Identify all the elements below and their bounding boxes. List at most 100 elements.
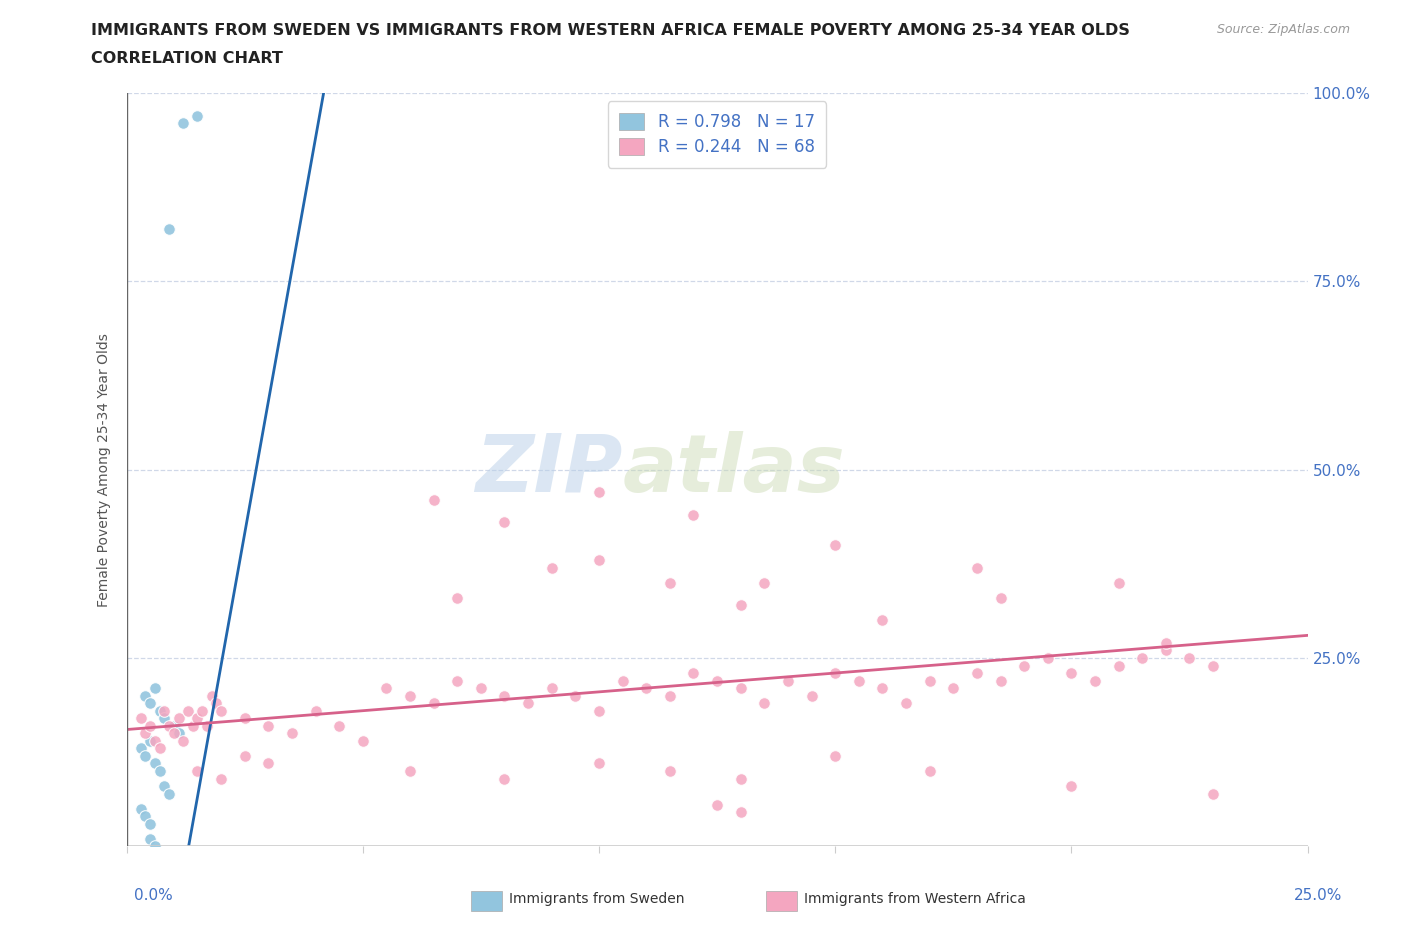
Point <box>233 711 256 725</box>
Point <box>328 718 350 733</box>
Point <box>588 703 610 718</box>
Point <box>1084 673 1107 688</box>
Point <box>399 688 422 703</box>
Point <box>636 681 658 696</box>
Point <box>706 797 728 812</box>
Point <box>824 538 846 552</box>
Point <box>200 688 222 703</box>
Point <box>352 734 374 749</box>
Point <box>257 718 280 733</box>
Point <box>157 786 180 801</box>
Point <box>167 711 190 725</box>
Point <box>494 515 516 530</box>
Point <box>470 681 492 696</box>
Point <box>186 108 208 123</box>
Point <box>139 696 162 711</box>
Point <box>730 771 752 786</box>
Point <box>966 560 988 575</box>
Point <box>1154 643 1177 658</box>
Text: 0.0%: 0.0% <box>134 888 173 903</box>
Point <box>1154 635 1177 650</box>
Point <box>209 703 232 718</box>
Point <box>422 696 444 711</box>
Point <box>800 688 823 703</box>
Point <box>1130 651 1153 666</box>
Point <box>658 764 681 778</box>
Point <box>658 688 681 703</box>
Point <box>139 831 162 846</box>
Point <box>540 560 562 575</box>
Point <box>682 666 704 681</box>
Point <box>942 681 965 696</box>
Text: 25.0%: 25.0% <box>1295 888 1343 903</box>
Point <box>157 221 180 236</box>
Point <box>966 666 988 681</box>
Point <box>134 688 156 703</box>
Point <box>872 681 894 696</box>
Point <box>186 764 208 778</box>
Point <box>153 703 176 718</box>
Point <box>1202 658 1225 673</box>
Point <box>446 673 468 688</box>
Point <box>730 805 752 820</box>
Point <box>990 673 1012 688</box>
Point <box>1012 658 1035 673</box>
Point <box>134 749 156 764</box>
Point <box>494 688 516 703</box>
Point <box>149 854 172 869</box>
Point <box>422 492 444 507</box>
Point <box>517 696 540 711</box>
Point <box>149 764 172 778</box>
Point <box>143 681 166 696</box>
Point <box>588 485 610 499</box>
Point <box>682 508 704 523</box>
Point <box>1202 786 1225 801</box>
Point <box>304 703 326 718</box>
Point <box>399 764 422 778</box>
Point <box>191 703 214 718</box>
Point <box>375 681 398 696</box>
Point <box>730 598 752 613</box>
Point <box>730 681 752 696</box>
Point <box>139 734 162 749</box>
Point <box>824 666 846 681</box>
Point <box>134 726 156 741</box>
Point <box>281 726 304 741</box>
Legend: R = 0.798   N = 17, R = 0.244   N = 68: R = 0.798 N = 17, R = 0.244 N = 68 <box>607 101 827 167</box>
Point <box>172 734 194 749</box>
Point <box>658 575 681 591</box>
Text: CORRELATION CHART: CORRELATION CHART <box>91 51 283 66</box>
Point <box>143 734 166 749</box>
Point <box>163 726 186 741</box>
Point <box>754 696 776 711</box>
Point <box>824 749 846 764</box>
Text: Immigrants from Western Africa: Immigrants from Western Africa <box>804 892 1026 907</box>
Point <box>233 749 256 764</box>
Point <box>177 703 200 718</box>
Point <box>540 681 562 696</box>
Point <box>1178 651 1201 666</box>
Point <box>1108 575 1130 591</box>
Point <box>143 839 166 854</box>
Point <box>1060 666 1083 681</box>
Point <box>153 711 176 725</box>
Point <box>129 802 152 817</box>
Point <box>153 778 176 793</box>
Point <box>167 726 190 741</box>
Point <box>1108 658 1130 673</box>
Point <box>990 591 1012 605</box>
Point <box>129 711 152 725</box>
Point <box>257 756 280 771</box>
Point <box>186 711 208 725</box>
Point <box>588 552 610 567</box>
Point <box>172 115 194 130</box>
Point <box>195 718 218 733</box>
Point <box>181 718 204 733</box>
Point <box>163 718 186 733</box>
Point <box>139 718 162 733</box>
Point <box>149 703 172 718</box>
Text: ZIP: ZIP <box>475 431 623 509</box>
Point <box>494 771 516 786</box>
Point <box>1060 778 1083 793</box>
Point <box>918 764 941 778</box>
